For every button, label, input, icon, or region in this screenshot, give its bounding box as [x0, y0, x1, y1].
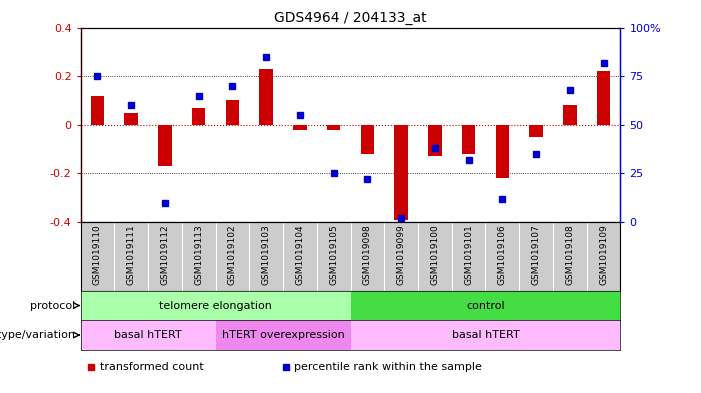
Text: basal hTERT: basal hTERT: [451, 330, 519, 340]
Bar: [216, 320, 350, 350]
Text: percentile rank within the sample: percentile rank within the sample: [294, 362, 482, 373]
Text: GSM1019099: GSM1019099: [397, 224, 406, 285]
Text: hTERT overexpression: hTERT overexpression: [222, 330, 344, 340]
Bar: [418, 222, 451, 291]
Bar: [451, 222, 485, 291]
Text: GSM1019107: GSM1019107: [531, 224, 540, 285]
Bar: [395, 125, 408, 220]
Bar: [496, 125, 509, 178]
Bar: [192, 108, 205, 125]
Bar: [125, 113, 138, 125]
Bar: [428, 125, 442, 156]
Bar: [360, 125, 374, 154]
Text: transformed count: transformed count: [100, 362, 203, 373]
Bar: [350, 222, 384, 291]
Bar: [587, 222, 620, 291]
Bar: [81, 222, 114, 291]
Text: GSM1019104: GSM1019104: [295, 224, 304, 285]
Text: telomere elongation: telomere elongation: [159, 301, 272, 310]
Bar: [148, 222, 182, 291]
Bar: [350, 291, 620, 320]
Bar: [327, 125, 341, 130]
Bar: [81, 320, 216, 350]
Text: GSM1019108: GSM1019108: [565, 224, 574, 285]
Bar: [259, 69, 273, 125]
Bar: [519, 222, 553, 291]
Text: basal hTERT: basal hTERT: [114, 330, 182, 340]
Text: GSM1019110: GSM1019110: [93, 224, 102, 285]
Text: GSM1019103: GSM1019103: [261, 224, 271, 285]
Bar: [81, 291, 350, 320]
Bar: [553, 222, 587, 291]
Bar: [317, 222, 350, 291]
Text: GSM1019100: GSM1019100: [430, 224, 440, 285]
Text: GSM1019112: GSM1019112: [161, 224, 170, 285]
Text: control: control: [466, 301, 505, 310]
Bar: [182, 222, 216, 291]
Text: GSM1019102: GSM1019102: [228, 224, 237, 285]
Bar: [293, 125, 306, 130]
Bar: [485, 222, 519, 291]
Text: GSM1019101: GSM1019101: [464, 224, 473, 285]
Bar: [216, 222, 250, 291]
Text: GSM1019105: GSM1019105: [329, 224, 338, 285]
Bar: [158, 125, 172, 166]
Bar: [250, 222, 283, 291]
Bar: [283, 222, 317, 291]
Bar: [597, 71, 611, 125]
Bar: [350, 320, 620, 350]
Bar: [114, 222, 148, 291]
Title: GDS4964 / 204133_at: GDS4964 / 204133_at: [274, 11, 427, 25]
Text: GSM1019111: GSM1019111: [127, 224, 136, 285]
Bar: [226, 101, 239, 125]
Text: protocol: protocol: [30, 301, 75, 310]
Bar: [384, 222, 418, 291]
Text: GSM1019098: GSM1019098: [363, 224, 372, 285]
Text: GSM1019113: GSM1019113: [194, 224, 203, 285]
Bar: [529, 125, 543, 137]
Bar: [90, 95, 104, 125]
Text: GSM1019106: GSM1019106: [498, 224, 507, 285]
Bar: [563, 105, 576, 125]
Bar: [462, 125, 475, 154]
Text: GSM1019109: GSM1019109: [599, 224, 608, 285]
Text: genotype/variation: genotype/variation: [0, 330, 75, 340]
